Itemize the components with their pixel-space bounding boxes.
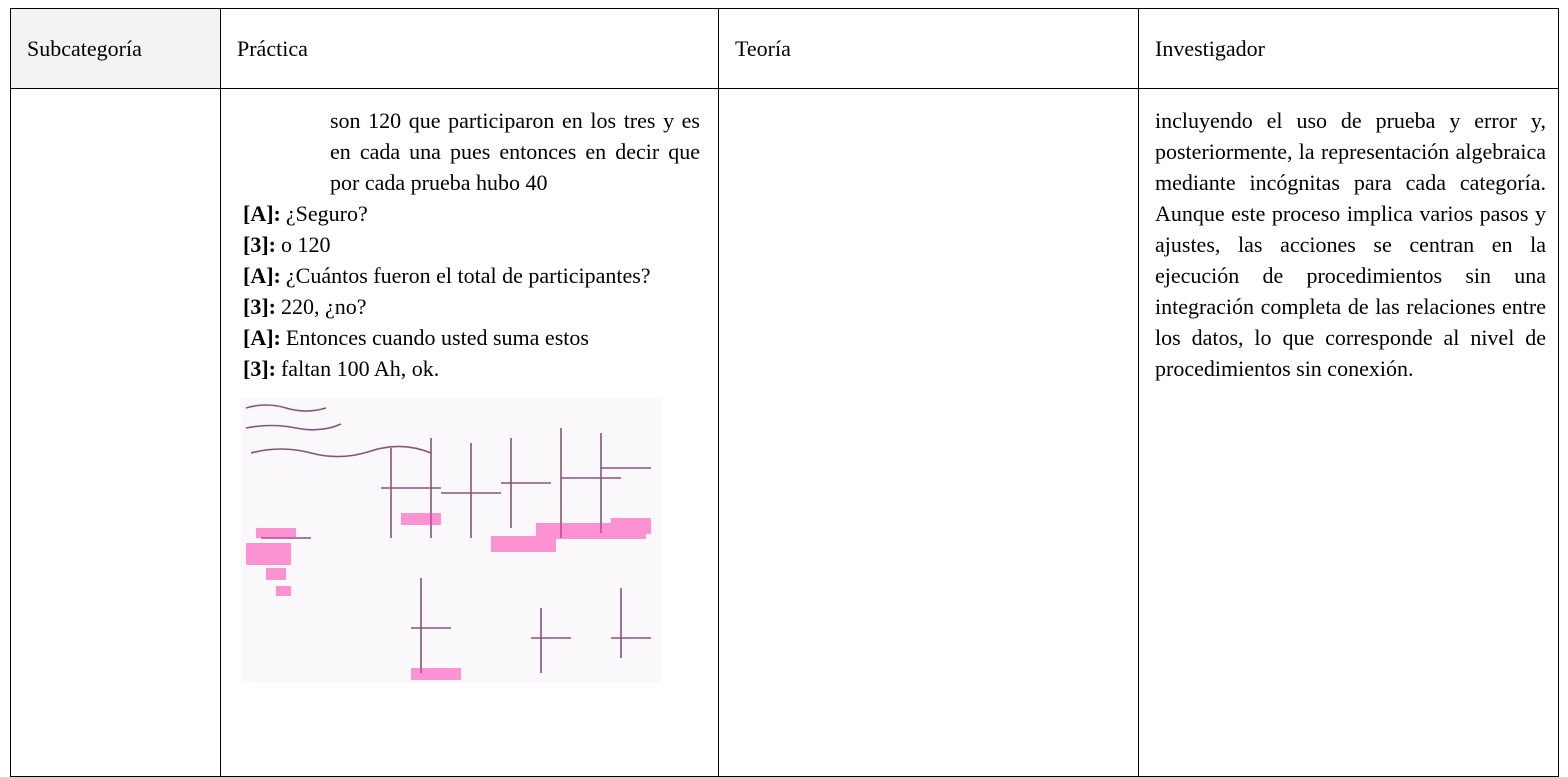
utterance: 220, ¿no? (280, 294, 367, 319)
cell (10, 88, 221, 777)
handwritten-work-image (241, 398, 661, 683)
transcript-turn: [A]: ¿Seguro? (243, 198, 700, 229)
researcher-text: incluyendo el uso de prueba y error y, p… (1155, 108, 1546, 381)
utterance: ¿Cuántos fueron el total de participante… (285, 263, 651, 288)
transcript-continuation: son 120 que participaron en los tres y e… (330, 108, 700, 195)
transcript: son 120 que participaron en los tres y e… (221, 89, 718, 384)
body-row: son 120 que participaron en los tres y e… (10, 88, 1559, 777)
header-row: Subcategoría Práctica Teoría Investigado… (10, 8, 1559, 89)
utterance: o 120 (280, 232, 331, 257)
speaker: [3]: (243, 232, 276, 257)
cell: incluyendo el uso de prueba y error y, p… (1138, 88, 1559, 777)
utterance: Entonces cuando usted suma estos (285, 325, 589, 350)
cell: son 120 que participaron en los tres y e… (220, 88, 719, 777)
speaker: [A]: (243, 263, 281, 288)
transcript-turn: [A]: ¿Cuántos fueron el total de particip… (243, 260, 700, 291)
transcript-turn: [3]: faltan 100 Ah, ok. (243, 353, 700, 384)
utterance: ¿Seguro? (285, 201, 368, 226)
speaker: [A]: (243, 201, 281, 226)
speaker: [3]: (243, 294, 276, 319)
speaker: [A]: (243, 325, 281, 350)
transcript-turn: [3]: 220, ¿no? (243, 291, 700, 322)
cell (718, 88, 1139, 777)
transcript-turn: [3]: o 120 (243, 229, 700, 260)
transcript-turn: [A]: Entonces cuando usted suma estos (243, 322, 700, 353)
header-cell: Subcategoría (10, 8, 221, 89)
header-cell: Investigador (1138, 8, 1559, 89)
header-cell: Práctica (220, 8, 719, 89)
table: Subcategoría Práctica Teoría Investigado… (10, 8, 1559, 777)
utterance: faltan 100 Ah, ok. (280, 356, 440, 381)
speaker: [3]: (243, 356, 276, 381)
header-cell: Teoría (718, 8, 1139, 89)
